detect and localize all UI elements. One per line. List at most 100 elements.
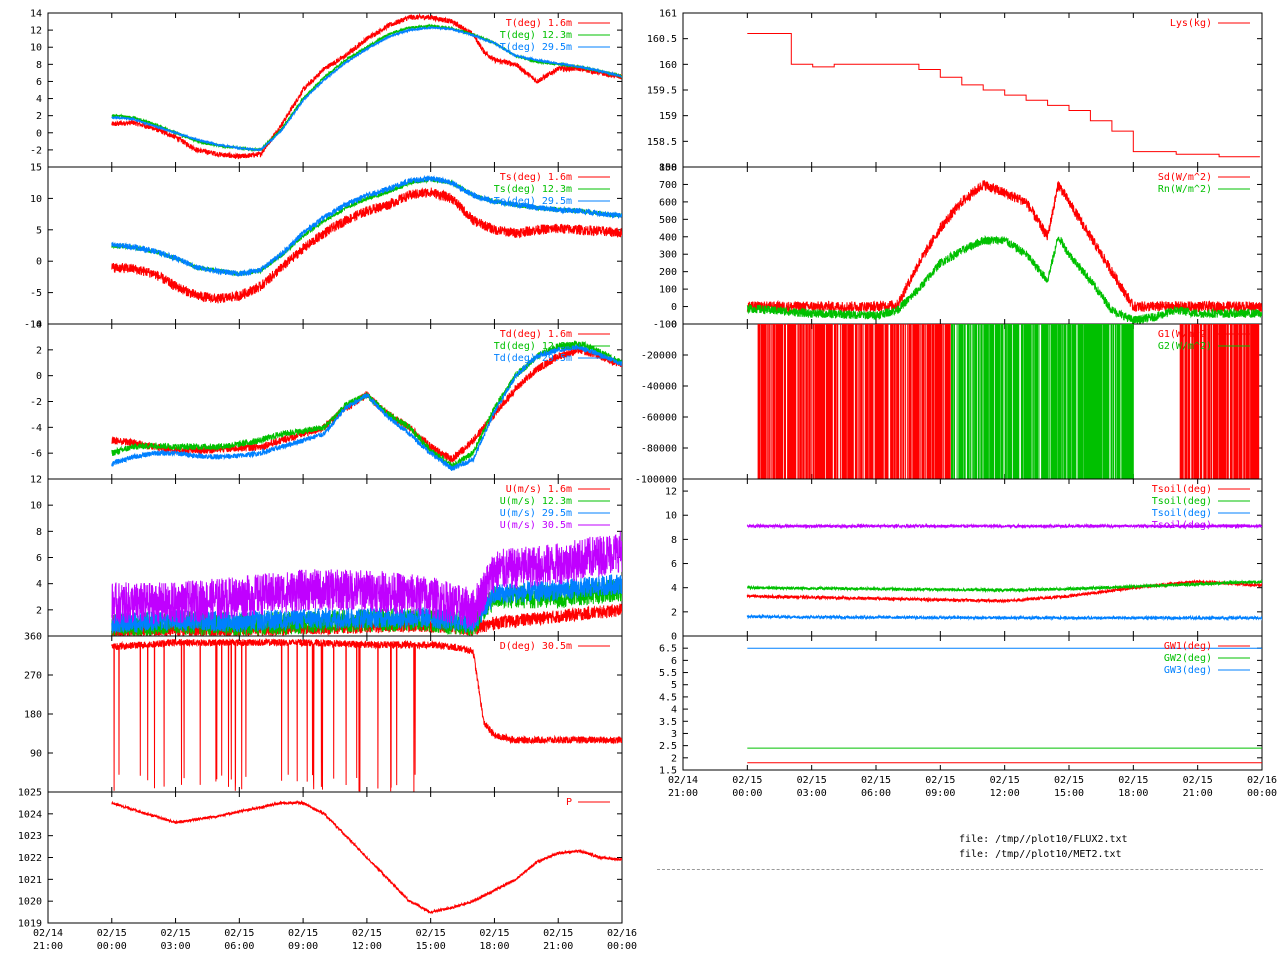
y-tick-label: 0 [36, 371, 42, 382]
series-line-1 [747, 33, 1260, 158]
right-x-date-label: 02/15 [732, 775, 762, 786]
right-x-time-label: 09:00 [925, 788, 955, 799]
plot-area [746, 522, 1262, 622]
y-tick-label: 10 [30, 194, 42, 205]
y-tick-label: 2.5 [659, 741, 677, 752]
chart-panel-4: 2 4 6 8 10 12 U(m/s) 1.6mU(m/s) 12.3mU(m/s) 29… [30, 475, 623, 637]
y-tick-label: 158.5 [647, 137, 677, 148]
y-tick-label: 10 [30, 501, 42, 512]
series-line-1 [111, 799, 622, 915]
legend-label: U(m/s) 12.3m [500, 496, 572, 507]
plot-area [111, 340, 622, 472]
chart-panel-5: 90 180 270 360 D(deg) 30.5m [24, 632, 623, 793]
y-tick-label: 1022 [18, 853, 42, 864]
right-x-date-label: 02/15 [925, 775, 955, 786]
divider-line [657, 869, 1263, 870]
y-tick-label: 1020 [18, 897, 42, 908]
left-x-time-label: 21:00 [543, 941, 573, 952]
y-tick-label: 0 [671, 302, 677, 313]
series-line-1 [757, 324, 1260, 479]
left-x-date-label: 02/15 [97, 928, 127, 939]
y-tick-label: -20000 [641, 351, 677, 362]
legend-label: Tsoil(deg) [1152, 520, 1212, 531]
y-tick-label: 158 [659, 163, 677, 174]
y-tick-label: 6 [36, 77, 42, 88]
left-x-date-label: 02/14 [33, 928, 63, 939]
y-tick-label: 5 [36, 225, 42, 236]
y-tick-label: 159.5 [647, 86, 677, 97]
right-x-time-label: 00:00 [732, 788, 762, 799]
plot-area [747, 647, 1262, 764]
left-x-time-label: 15:00 [416, 941, 446, 952]
legend-label: G1(W/m^2) [1158, 329, 1212, 340]
right-x-time-label: 18:00 [1118, 788, 1148, 799]
plot-area [746, 180, 1262, 324]
y-tick-label: 4.5 [659, 692, 677, 703]
y-tick-label: -2 [30, 397, 42, 408]
y-tick-label: 6 [671, 559, 677, 570]
legend-label: U(m/s) 1.6m [506, 484, 572, 495]
y-tick-label: 0 [671, 632, 677, 643]
y-tick-label: 800 [659, 163, 677, 174]
legend-label: GW3(deg) [1164, 665, 1212, 676]
chart-panel-7: 158 158.5 159 159.5 160 160.5 161 Lys(kg) [647, 9, 1263, 174]
y-tick-label: 0 [36, 257, 42, 268]
left-x-time-label: 00:00 [607, 941, 637, 952]
legend-label: Td(deg) 12.3m [494, 341, 572, 352]
y-tick-label: -6 [30, 449, 42, 460]
y-tick-label: 8 [36, 60, 42, 71]
plot-area [747, 33, 1260, 158]
right-x-time-label: 21:00 [1183, 788, 1213, 799]
y-tick-label: 6.5 [659, 644, 677, 655]
right-x-time-label: 21:00 [668, 788, 698, 799]
legend-label: Ts(deg) 1.6m [500, 172, 572, 183]
y-tick-label: 8 [36, 527, 42, 538]
series-line-1 [111, 346, 622, 463]
left-x-time-label: 18:00 [479, 941, 509, 952]
right-x-time-label: 00:00 [1247, 788, 1277, 799]
y-tick-label: 400 [659, 232, 677, 243]
y-tick-label: 160 [659, 60, 677, 71]
left-x-time-label: 12:00 [352, 941, 382, 952]
legend-label: GW2(deg) [1164, 653, 1212, 664]
y-tick-label: -4 [30, 423, 42, 434]
y-tick-label: 14 [30, 9, 42, 20]
y-tick-label: 100 [659, 285, 677, 296]
left-x-time-label: 09:00 [288, 941, 318, 952]
y-tick-label: 4 [36, 320, 42, 331]
y-tick-label: 180 [24, 710, 42, 721]
left-x-time-label: 21:00 [33, 941, 63, 952]
legend-label: D(deg) 30.5m [500, 641, 572, 652]
chart-panel-9: -100000 -80000 -60000 -40000 -20000 0 G1(W/m^2… [635, 320, 1263, 486]
series-line-1 [746, 180, 1262, 314]
chart-panel-6: 1019 1020 1021 1022 1023 1024 1025 P [18, 788, 623, 930]
y-tick-label: 1025 [18, 788, 42, 799]
legend-label: Td(deg) 29.5m [494, 353, 572, 364]
y-tick-label: -2 [30, 145, 42, 156]
chart-panel-8: -1000100200300400500600700800Sd(W/m^2)Rn… [653, 163, 1263, 331]
legend-label: P [566, 797, 572, 808]
legend-label: T(deg) 29.5m [500, 42, 572, 53]
y-tick-label: 5.5 [659, 668, 677, 679]
y-tick-label: 4 [36, 579, 42, 590]
y-tick-label: 1021 [18, 875, 42, 886]
y-tick-label: 1.5 [659, 766, 677, 777]
y-tick-label: -60000 [641, 413, 677, 424]
y-tick-label: -80000 [641, 444, 677, 455]
legend-label: G2(W/m^2) [1158, 341, 1212, 352]
series-line-1 [111, 603, 622, 636]
y-tick-label: 2 [36, 605, 42, 616]
y-tick-label: 2 [671, 607, 677, 618]
right-x-date-label: 02/15 [797, 775, 827, 786]
y-tick-label: 6 [671, 656, 677, 667]
left-x-time-label: 06:00 [224, 941, 254, 952]
plot-frame [47, 791, 623, 924]
series-line-2 [951, 324, 1134, 479]
legend-label: U(m/s) 30.5m [500, 520, 572, 531]
y-tick-label: 4 [671, 705, 677, 716]
series-line-3 [746, 613, 1262, 622]
